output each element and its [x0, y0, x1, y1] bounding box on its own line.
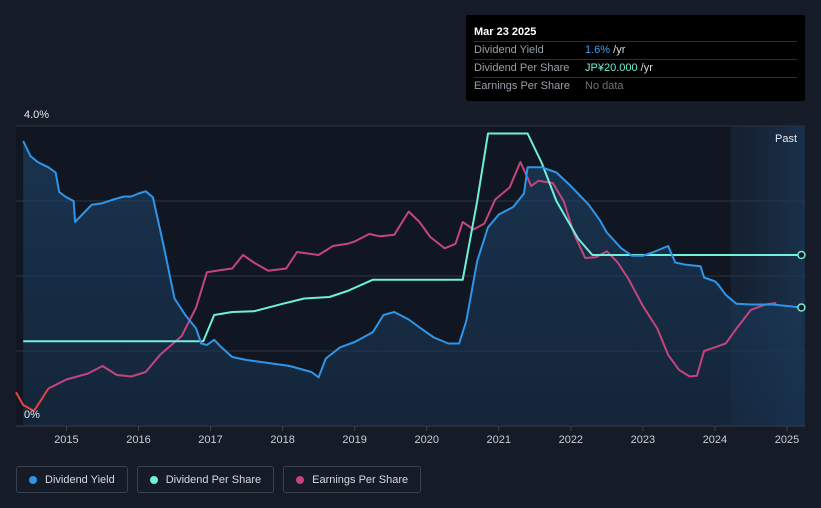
- x-tick-label: 2019: [342, 434, 366, 446]
- legend-label: Dividend Yield: [45, 473, 115, 486]
- x-tick-label: 2023: [631, 434, 655, 446]
- y-axis-label-top: 4.0%: [24, 109, 49, 121]
- x-tick-label: 2024: [703, 434, 727, 446]
- legend-item-earnings-per-share[interactable]: Earnings Per Share: [283, 466, 422, 493]
- dividend-yield-line: [22, 140, 802, 379]
- earnings-per-share-line: [47, 161, 777, 390]
- tooltip-date: Mar 23 2025: [474, 26, 537, 38]
- legend-item-dividend-per-share[interactable]: Dividend Per Share: [136, 466, 275, 493]
- legend-label: Dividend Per Share: [165, 473, 262, 486]
- dividend-yield-end-marker: [797, 303, 806, 312]
- x-tick-label: 2020: [414, 434, 438, 446]
- legend-label: Earnings Per Share: [312, 473, 409, 486]
- tooltip: Mar 23 2025 Dividend Yield 1.6% /yr Divi…: [466, 15, 805, 101]
- legend-dot-icon: [29, 475, 37, 484]
- x-tick-label: 2018: [270, 434, 294, 446]
- legend-item-dividend-yield[interactable]: Dividend Yield: [16, 466, 128, 493]
- y-axis-label-bottom: 0%: [24, 409, 40, 421]
- x-tick-label: 2016: [126, 434, 150, 446]
- x-tick-label: 2025: [775, 434, 799, 446]
- tooltip-row-dividend-per-share: Dividend Per Share JP¥20.000 /yr: [474, 59, 797, 77]
- tooltip-value: JP¥20.000: [585, 62, 638, 74]
- tooltip-label: Dividend Yield: [474, 44, 544, 56]
- past-label: Past: [775, 133, 797, 145]
- tooltip-row-dividend-yield: Dividend Yield 1.6% /yr: [474, 41, 797, 59]
- tooltip-unit: /yr: [610, 44, 626, 56]
- tooltip-value: 1.6%: [585, 44, 611, 56]
- x-axis: 2015 2016 2017 2018 2019 2020 2021 2022 2023 2024…: [54, 426, 799, 446]
- x-tick-label: 2021: [487, 434, 511, 446]
- tooltip-value: No data: [585, 80, 624, 92]
- x-tick-label: 2015: [54, 434, 78, 446]
- x-tick-label: 2017: [198, 434, 222, 446]
- x-tick-label: 2022: [559, 434, 583, 446]
- dividend-per-share-line: [23, 132, 802, 343]
- tooltip-label: Dividend Per Share: [474, 62, 570, 74]
- dividend-yield-area: [23, 141, 802, 426]
- dividend-per-share-end-marker: [797, 250, 806, 260]
- legend-dot-icon: [149, 475, 158, 484]
- earnings-per-share-negative-line: [15, 387, 50, 412]
- legend-dot-icon: [296, 475, 305, 484]
- tooltip-row-earnings-per-share: Earnings Per Share No data: [474, 77, 797, 95]
- tooltip-label: Earnings Per Share: [474, 80, 570, 92]
- legend: Dividend Yield Dividend Per Share Earnin…: [16, 466, 422, 493]
- tooltip-unit: /yr: [637, 62, 653, 74]
- series-layer: [15, 132, 806, 426]
